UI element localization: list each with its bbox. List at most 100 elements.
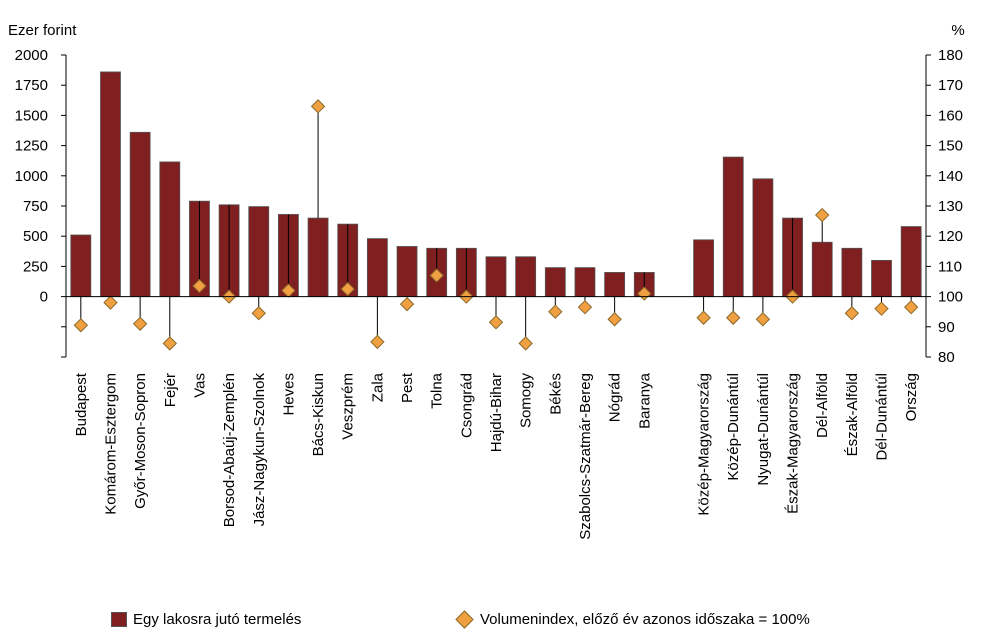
legend-diamond-swatch xyxy=(455,610,474,629)
marker-point xyxy=(726,310,741,325)
legend-bar-label: Egy lakosra jutó termelés xyxy=(133,611,302,628)
right-tick-label: 140 xyxy=(938,168,963,185)
marker-point xyxy=(192,278,207,294)
category-label: Békés xyxy=(547,373,564,415)
category-label: Tolna xyxy=(429,372,446,409)
left-tick-label: 1500 xyxy=(15,107,48,124)
category-label: Észak-Magyarország xyxy=(785,373,802,514)
bar xyxy=(515,256,537,297)
category-label: Pest xyxy=(399,372,416,403)
category-label: Ország xyxy=(903,373,920,421)
marker-point xyxy=(814,207,830,223)
marker-point xyxy=(518,336,533,351)
category-label: Zala xyxy=(369,372,386,402)
right-tick-label: 160 xyxy=(938,107,963,124)
category-label: Komárom-Esztergom xyxy=(102,373,119,515)
marker-point xyxy=(73,318,89,333)
bar xyxy=(811,241,833,298)
category-label: Közép-Dunántúl xyxy=(725,373,742,481)
marker-point xyxy=(132,316,148,331)
bar xyxy=(544,267,566,298)
marker-point xyxy=(488,315,504,330)
marker-point xyxy=(548,304,563,319)
right-tick-label: 150 xyxy=(938,138,963,155)
category-label: Csongrád xyxy=(458,373,475,438)
bar xyxy=(752,178,774,298)
right-axis: 80 90 100 110 120 130 140 150 160 170 180 xyxy=(926,47,963,366)
marker-point xyxy=(607,312,622,327)
bar xyxy=(70,234,92,298)
category-label: Győr-Moson-Sopron xyxy=(132,373,149,509)
right-tick-label: 180 xyxy=(938,47,963,64)
right-tick-label: 90 xyxy=(938,319,955,336)
bar xyxy=(871,259,892,297)
left-axis-label: Ezer forint xyxy=(8,22,77,39)
left-tick-label: 1000 xyxy=(15,168,48,185)
category-label: Heves xyxy=(280,373,297,416)
category-label: Nógrád xyxy=(607,373,624,422)
marker-point xyxy=(577,299,593,315)
marker-point xyxy=(370,334,385,350)
bar xyxy=(129,131,151,297)
left-tick-label: 0 xyxy=(40,289,48,306)
category-label: Dél-Alföld xyxy=(814,373,831,438)
right-tick-label: 80 xyxy=(938,349,955,366)
legend-marker-label: Volumenindex, előző év azonos időszaka =… xyxy=(480,611,810,628)
bar xyxy=(100,71,121,298)
legend-item-marker: Volumenindex, előző év azonos időszaka =… xyxy=(455,610,810,629)
bar xyxy=(248,206,270,298)
category-label: Hajdú-Bihar xyxy=(488,373,505,452)
left-tick-label: 1750 xyxy=(15,77,48,94)
right-tick-label: 100 xyxy=(938,289,963,306)
marker-point xyxy=(874,301,889,316)
left-tick-label: 2000 xyxy=(15,47,48,64)
category-label: Szabolcs-Szatmár-Bereg xyxy=(577,373,594,540)
marker-point xyxy=(844,306,860,321)
category-label: Borsod-Abaúj-Zemplén xyxy=(221,373,238,527)
legend-bar-swatch xyxy=(111,612,127,627)
category-label: Veszprém xyxy=(340,373,357,440)
left-tick-label: 750 xyxy=(23,198,48,215)
marker-point xyxy=(251,306,266,321)
marker-point xyxy=(399,296,415,312)
category-label: Dél-Dunántúl xyxy=(874,373,891,461)
bar xyxy=(722,156,744,298)
left-axis: 0 250 500 750 1000 1250 1500 1750 2000 xyxy=(15,47,66,358)
category-label: Közép-Magyarország xyxy=(696,373,713,516)
left-tick-label: 500 xyxy=(23,228,48,245)
bar xyxy=(485,256,507,297)
bar xyxy=(366,238,388,297)
category-label: Jász-Nagykun-Szolnok xyxy=(251,373,268,527)
marker-point xyxy=(903,299,919,315)
bar xyxy=(574,267,596,298)
right-tick-label: 120 xyxy=(938,228,963,245)
right-tick-label: 170 xyxy=(938,77,963,94)
marker-point xyxy=(162,336,178,351)
marker-point xyxy=(755,312,771,327)
category-label: Bács-Kiskun xyxy=(310,373,327,456)
category-label: Fejér xyxy=(162,373,179,407)
bar xyxy=(841,247,863,297)
category-label: Észak-Alföld xyxy=(844,373,861,456)
bar xyxy=(159,161,181,298)
marker-point xyxy=(103,295,118,310)
category-label: Budapest xyxy=(73,372,90,436)
marker-point xyxy=(310,99,326,114)
marker-point xyxy=(696,310,711,325)
bar xyxy=(307,217,329,297)
right-tick-label: 130 xyxy=(938,198,963,215)
category-label: Nyugat-Dunántúl xyxy=(755,373,772,486)
category-label: Baranya xyxy=(636,372,653,429)
bar xyxy=(900,226,922,297)
right-tick-label: 110 xyxy=(938,258,962,275)
marker-point xyxy=(429,268,444,283)
bar xyxy=(396,246,418,298)
marker-point xyxy=(340,281,355,297)
category-labels: Budapest Komárom-Esztergom Győr-Moson-Sopr… xyxy=(73,372,920,540)
bar xyxy=(693,239,714,298)
legend-item-bar: Egy lakosra jutó termelés xyxy=(111,611,301,628)
category-label: Vas xyxy=(191,373,208,398)
left-tick-label: 1250 xyxy=(15,138,48,155)
bar-series xyxy=(70,71,922,298)
